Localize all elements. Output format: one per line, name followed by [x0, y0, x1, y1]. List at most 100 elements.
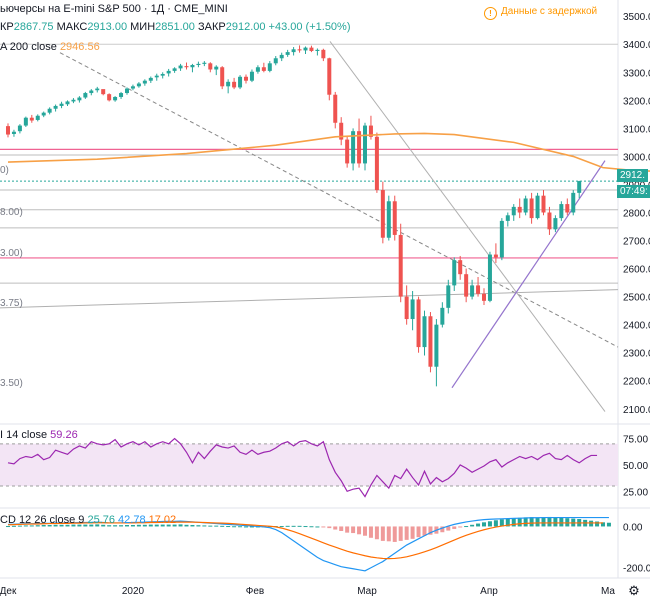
- candle-body: [172, 68, 177, 71]
- price-tick-label: 3100.00: [623, 124, 650, 135]
- macd-hist-bar: [279, 526, 284, 528]
- macd-hist-bar: [505, 518, 510, 527]
- macd-hist-bar: [77, 524, 82, 527]
- macd-hist-bar: [125, 525, 129, 527]
- macd-hist-bar: [559, 517, 564, 527]
- rsi-panel: [0, 437, 618, 498]
- macd-hist-bar: [380, 526, 385, 541]
- macd-hist-bar: [148, 524, 153, 527]
- trendline: [0, 289, 619, 309]
- macd-hist-bar: [214, 525, 219, 527]
- macd-hist-bar: [422, 526, 427, 536]
- candle-body: [113, 96, 118, 101]
- candle-body: [297, 49, 302, 51]
- candle-body: [249, 71, 254, 81]
- macd-hist-bar: [392, 526, 397, 542]
- candle-body: [487, 254, 492, 301]
- candle-body: [184, 66, 189, 68]
- candle-body: [529, 198, 534, 219]
- price-tick-label: 2300.00: [623, 349, 650, 360]
- macd-hist-bar: [517, 517, 522, 527]
- low-label: МИН: [130, 21, 156, 33]
- macd-hist-bar: [166, 524, 171, 527]
- high-value: 2913.00: [87, 21, 128, 33]
- time-tick-label: Фев: [246, 586, 264, 597]
- macd-hist-bar: [220, 525, 225, 527]
- macd-hist-bar: [41, 525, 46, 527]
- macd-hist-bar: [47, 525, 52, 527]
- gear-icon[interactable]: ⚙: [628, 583, 640, 598]
- candle-body: [357, 131, 362, 164]
- macd-hist-bar: [172, 524, 177, 527]
- candle-body: [17, 125, 22, 132]
- candle-body: [255, 67, 260, 72]
- candle-body: [238, 76, 243, 88]
- macd-hist-bar: [321, 526, 326, 528]
- macd-hist-bar: [232, 526, 237, 528]
- ma-value: 2946.56: [59, 41, 100, 53]
- candle-body: [142, 80, 147, 84]
- macd-hist-bar: [416, 526, 421, 538]
- macd-hist-bar: [53, 524, 58, 527]
- candle-body: [226, 81, 231, 87]
- chart-title: ьючерсы на E-mini S&P 500 · 1Д · CME_MIN…: [0, 3, 228, 15]
- candle-body: [523, 198, 528, 213]
- macd-hist-bar: [606, 522, 611, 527]
- ma-legend: A 200 close 2946.56: [0, 41, 100, 53]
- axes: 3500.00 3400.00 3300.00 3200.00 3100.00 3000.…: [0, 12, 650, 598]
- macd-hist-bar: [404, 526, 409, 540]
- candle-body: [339, 122, 344, 140]
- delay-notice[interactable]: ! Данные с задержкой: [484, 6, 597, 20]
- candle-body: [505, 215, 510, 221]
- rsi-label: I 14 close: [0, 429, 48, 441]
- macd-hist-bar: [315, 526, 320, 528]
- candle-body: [190, 64, 195, 68]
- price-tick-label: 2200.00: [623, 377, 650, 388]
- macd-legend: CD 12 26 close 9 25.76 42.78 17.02: [0, 514, 176, 526]
- macd-hist-bar: [17, 525, 22, 527]
- macd-hist-bar: [83, 524, 88, 527]
- candle-body: [374, 136, 379, 191]
- candle-body: [327, 58, 332, 95]
- price-tick-label: 2600.00: [623, 265, 650, 276]
- candle-body: [428, 316, 433, 367]
- candle-body: [71, 99, 76, 102]
- candle-body: [214, 66, 219, 70]
- candle-body: [547, 212, 552, 230]
- candle-body: [321, 49, 326, 59]
- candle-body: [392, 201, 397, 235]
- candle-body: [125, 88, 129, 94]
- macd-hist-bar: [130, 525, 135, 527]
- macd-hist-bar: [428, 526, 433, 535]
- macd-hist-bar: [547, 516, 552, 527]
- macd-hist-bar: [357, 526, 362, 535]
- macd-hist-bar: [499, 519, 504, 527]
- time-tick-label: Мар: [357, 586, 377, 597]
- candle-body: [446, 285, 451, 308]
- candle-body: [553, 218, 558, 230]
- macd-hist-bar: [238, 526, 243, 528]
- macd-hist-bar: [327, 526, 332, 529]
- macd-hist-bar: [184, 524, 189, 527]
- candle-body: [154, 75, 159, 78]
- price-tick-label: 2700.00: [623, 237, 650, 248]
- candle-body: [273, 58, 278, 64]
- macd-hist-bar: [285, 525, 290, 527]
- candle-body: [41, 112, 46, 116]
- candle-body: [511, 206, 516, 216]
- rsi-tick-label: 25.00: [623, 487, 648, 498]
- macd-hist-bar: [89, 524, 94, 527]
- candle-body: [244, 76, 248, 81]
- countdown-badge: 07:49:: [617, 185, 650, 198]
- candle-body: [101, 89, 106, 95]
- macd-hist-bar: [59, 524, 64, 527]
- candle-body: [333, 94, 338, 123]
- candle-body: [208, 63, 213, 70]
- macd-hist-bar: [482, 522, 486, 527]
- candle-body: [541, 195, 546, 213]
- time-tick-label: Ма: [601, 586, 615, 597]
- candle-body: [571, 192, 576, 213]
- macd-hist-bar: [565, 518, 570, 527]
- candle-body: [577, 181, 582, 193]
